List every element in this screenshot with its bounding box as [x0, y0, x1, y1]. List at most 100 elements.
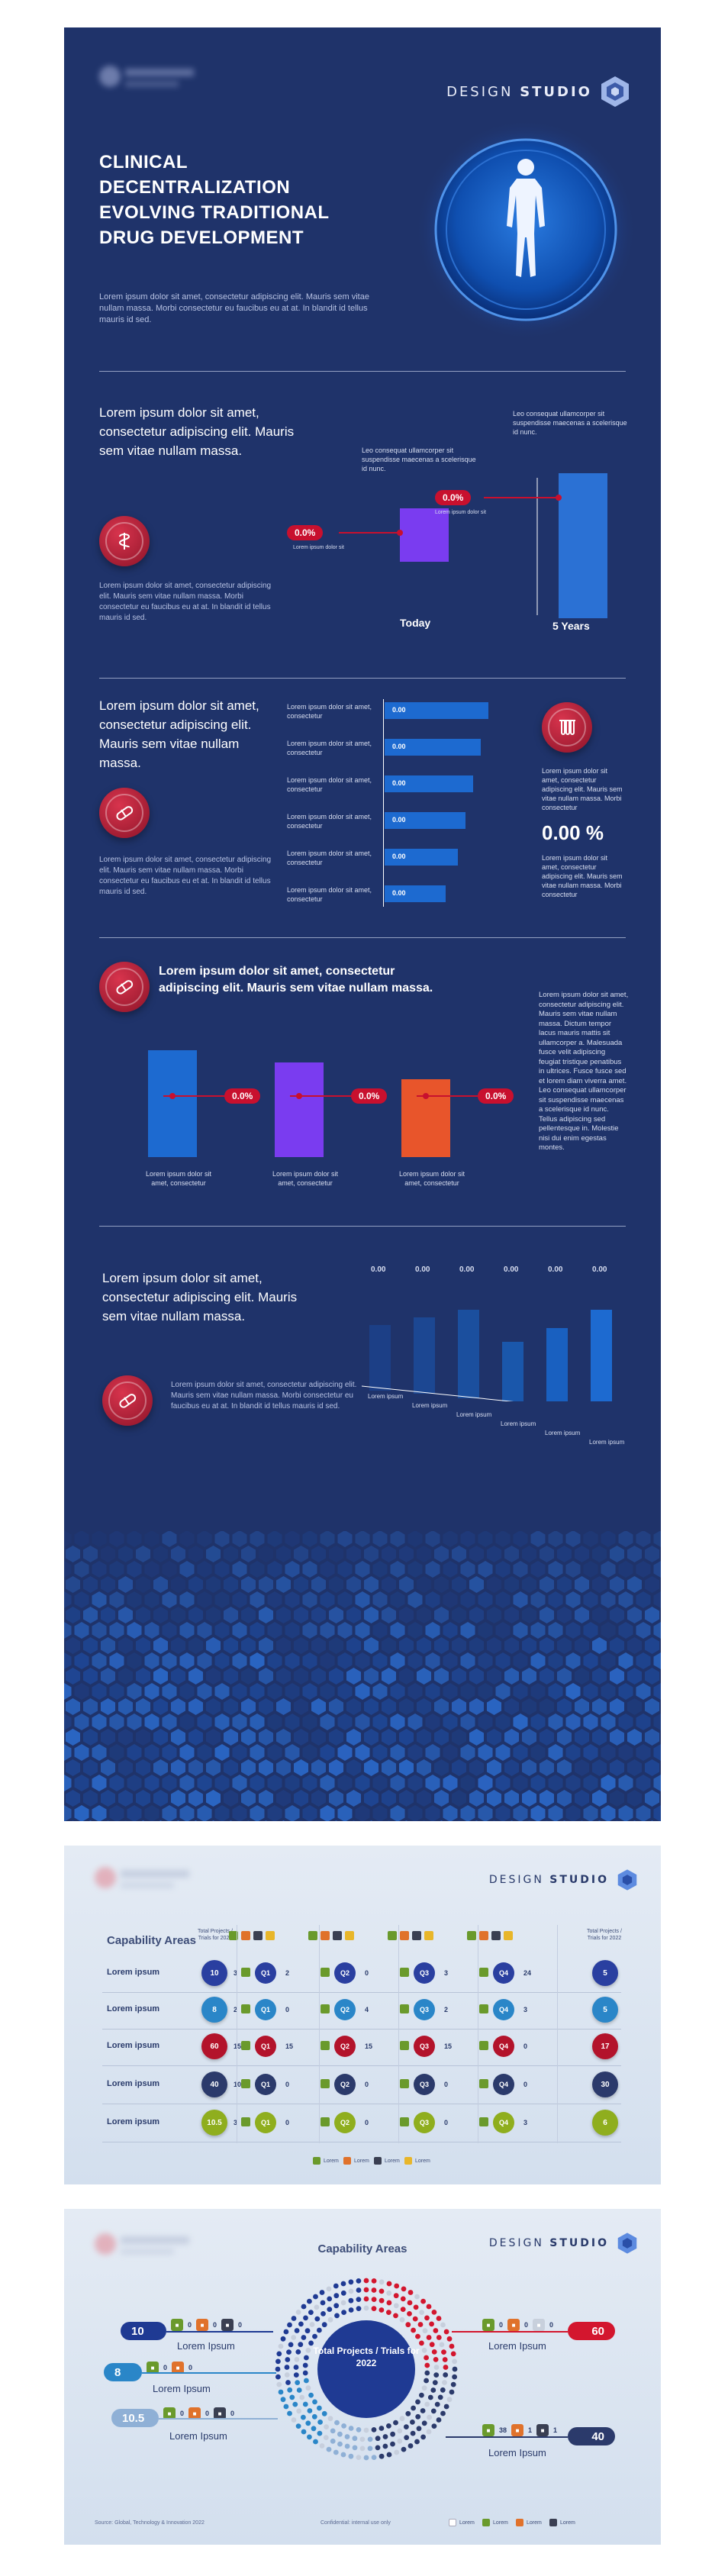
hex-cell	[460, 1561, 475, 1578]
donut-dot	[429, 2321, 434, 2327]
hex-cell	[390, 1805, 405, 1821]
hex-cell	[302, 1531, 317, 1547]
hexagon-logo-icon	[601, 76, 629, 107]
hex-cell	[197, 1775, 212, 1791]
note-right: Leo consequat ullamcorper sit suspendiss…	[513, 410, 627, 436]
hex-cell	[206, 1759, 221, 1776]
row-total-badge: 10.5	[201, 2110, 227, 2136]
hex-cell	[162, 1744, 177, 1761]
donut-dot	[378, 2297, 385, 2304]
hex-cell	[504, 1576, 519, 1593]
hex-cell	[320, 1531, 335, 1547]
hex-cell	[294, 1607, 308, 1623]
hex-cell	[179, 1714, 195, 1730]
hex-cell	[495, 1652, 511, 1669]
capability-donut-panel: DESIGN STUDIO Capability Areas Total Pro…	[64, 2209, 661, 2545]
row-right-badge: 6	[592, 2110, 618, 2136]
right-pill: 40	[568, 2427, 615, 2445]
pill-5years: 0.0%	[435, 490, 472, 505]
hex-cell	[475, 1820, 478, 1821]
hex-cell	[610, 1759, 624, 1776]
row-mini-value: 0	[523, 2081, 528, 2088]
hex-cell	[214, 1805, 230, 1821]
hex-cell	[434, 1637, 449, 1654]
hex-cell	[575, 1607, 589, 1623]
hbar: 0.00	[385, 849, 458, 866]
row-total-badge: 10	[201, 1960, 227, 1986]
donut-dot	[356, 2306, 362, 2311]
caption-5years: Lorem ipsum dolor sit	[435, 510, 486, 515]
hex-cell	[434, 1698, 449, 1715]
hex-cell	[460, 1714, 475, 1730]
donut-dot	[295, 2423, 301, 2429]
hex-cell	[382, 1637, 396, 1654]
hex-cell	[118, 1607, 133, 1623]
company-logo	[95, 1862, 194, 1896]
hex-cell	[285, 1561, 300, 1578]
hex-cell	[302, 1591, 317, 1608]
hex-cell	[513, 1561, 528, 1578]
hex-cell	[176, 1820, 180, 1821]
hex-cell	[83, 1607, 98, 1623]
donut-dot	[321, 2311, 326, 2316]
hex-cell	[434, 1576, 449, 1593]
hex-cell	[601, 1622, 616, 1639]
donut-dot	[304, 2378, 309, 2384]
quarter-badge: Q2	[334, 1999, 356, 2020]
hex-cell	[153, 1607, 168, 1623]
donut-dot	[452, 2366, 458, 2372]
hex-cell	[337, 1531, 353, 1547]
donut-dot	[397, 2438, 403, 2444]
hex-cell	[246, 1820, 250, 1821]
hex-cell	[224, 1637, 238, 1654]
hex-cell	[645, 1546, 659, 1562]
hex-cell	[425, 1561, 440, 1578]
hex-cell	[197, 1531, 212, 1547]
hbar-label: Lorem ipsum dolor sit amet, consectetur	[287, 703, 372, 720]
hexagon-logo-icon	[617, 2233, 637, 2254]
hbar-label: Lorem ipsum dolor sit amet, consectetur	[287, 886, 372, 903]
donut-dot	[427, 2394, 433, 2400]
hex-cell	[460, 1531, 475, 1547]
header-square	[491, 1931, 501, 1940]
hex-cell	[250, 1744, 265, 1761]
hex-cell	[66, 1729, 80, 1746]
donut-dot	[424, 2362, 430, 2368]
hex-cell	[179, 1561, 195, 1578]
hex-cell	[259, 1729, 273, 1746]
hex-cell	[557, 1759, 572, 1776]
caption-today: Lorem ipsum dolor sit	[293, 545, 344, 550]
hex-cell	[425, 1744, 440, 1761]
hex-cell	[92, 1805, 107, 1821]
donut-dot	[407, 2290, 414, 2295]
hex-cell	[627, 1698, 642, 1715]
hex-cell	[214, 1591, 230, 1608]
hex-cell	[407, 1683, 423, 1700]
hex-cell	[214, 1652, 230, 1669]
hex-cell	[434, 1759, 449, 1776]
hex-cell	[83, 1668, 98, 1685]
donut-dot	[352, 2445, 358, 2451]
hex-cell	[92, 1622, 107, 1639]
hex-cell	[530, 1561, 546, 1578]
donut-dot	[427, 2414, 432, 2420]
hex-cell	[232, 1561, 247, 1578]
status-square	[321, 2004, 330, 2013]
mini-legend: ■ 0 ■ 0 ■ 0	[482, 2319, 553, 2331]
donut-dot	[436, 2335, 442, 2340]
hex-cell	[478, 1744, 493, 1761]
hex-cell	[557, 1607, 572, 1623]
hex-cell	[627, 1759, 642, 1776]
donut-dot	[288, 2342, 294, 2348]
hex-cell	[575, 1759, 589, 1776]
donut-dot	[417, 2322, 424, 2327]
donut-dot	[319, 2290, 325, 2295]
donut-dot	[287, 2322, 292, 2328]
donut-dot	[375, 2436, 381, 2442]
donut-dot	[359, 2445, 366, 2452]
donut-dot	[371, 2306, 377, 2311]
hex-cell	[407, 1591, 423, 1608]
hex-cell	[636, 1775, 651, 1791]
hex-cell	[66, 1607, 80, 1623]
hex-cell	[320, 1714, 335, 1730]
